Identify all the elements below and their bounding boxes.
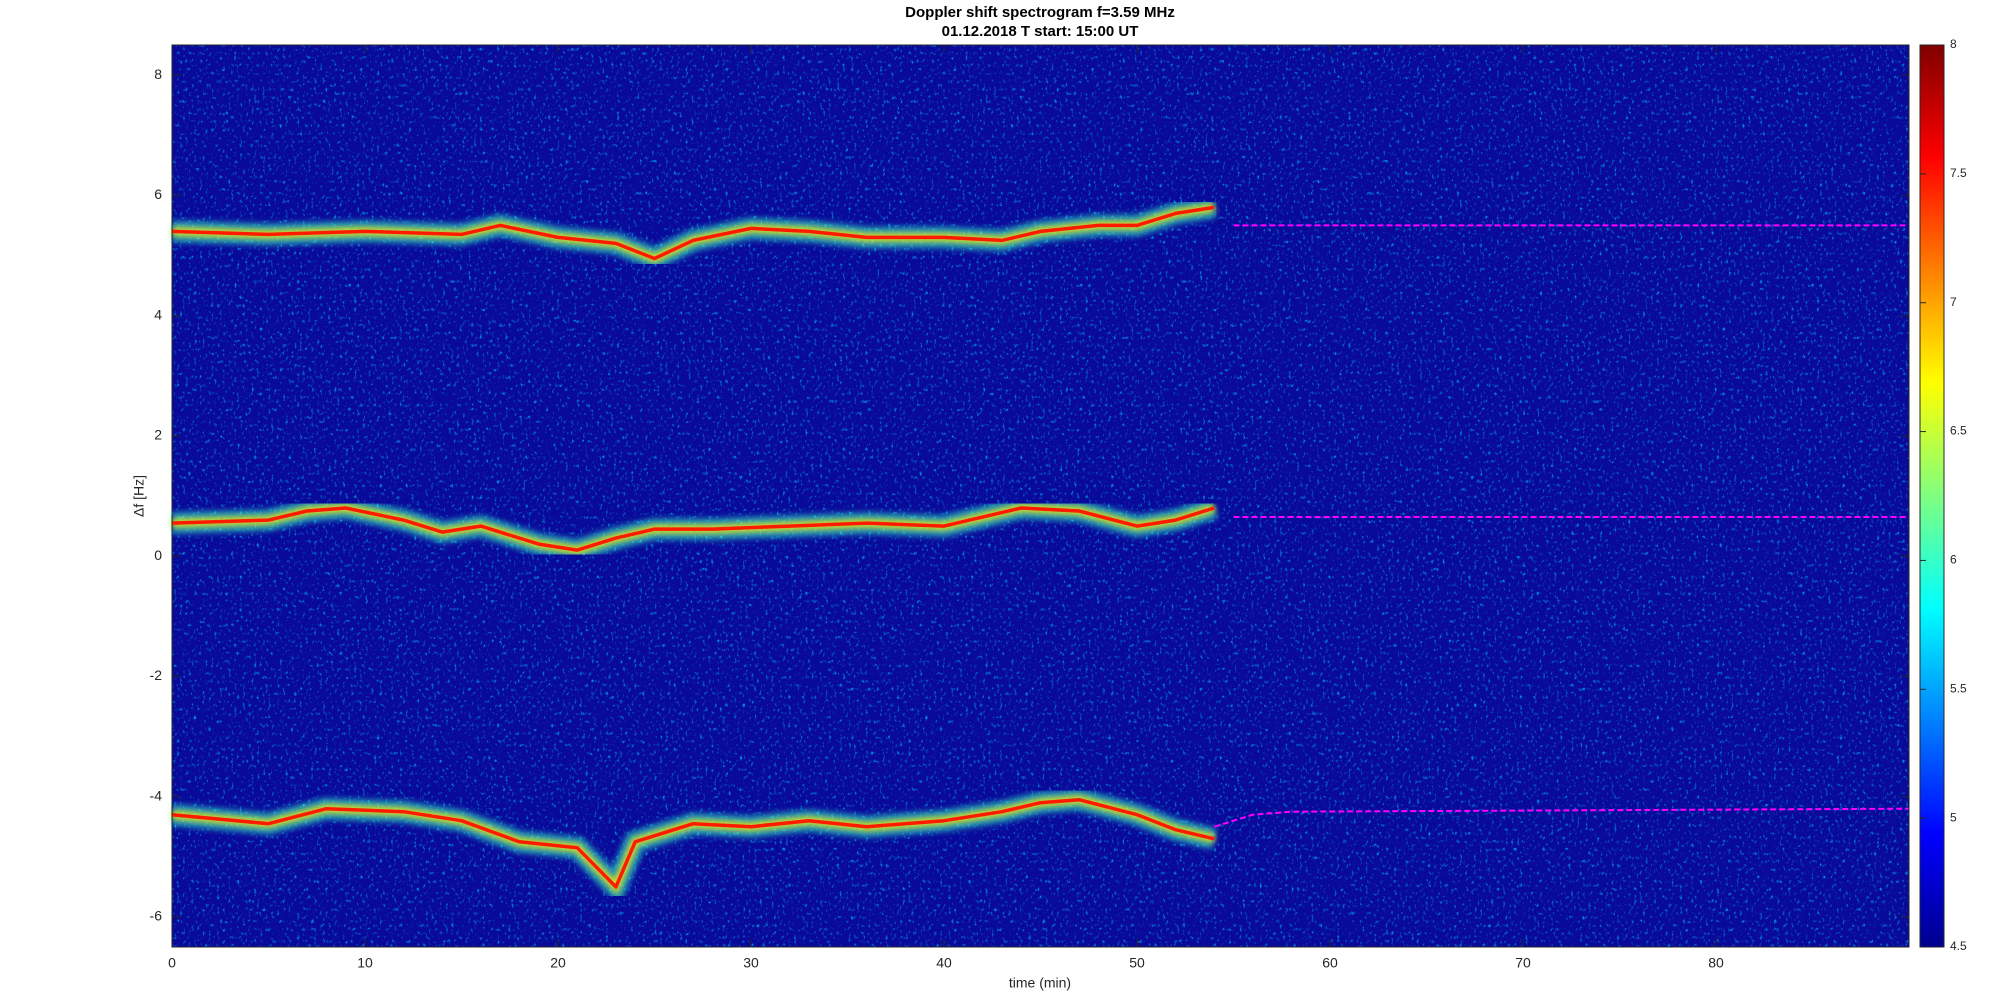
- colorbar-tick-label: 5.5: [1950, 681, 1967, 695]
- colorbar-tick-label: 6.5: [1950, 424, 1967, 438]
- x-tick-label: 0: [168, 955, 176, 971]
- x-tick-label: 70: [1515, 955, 1531, 971]
- fit-line: [1213, 807, 1910, 828]
- chart-title: Doppler shift spectrogram f=3.59 MHz: [905, 4, 1175, 21]
- doppler-trace: [171, 205, 1215, 261]
- y-tick-label: 0: [154, 547, 162, 563]
- y-tick-label: -6: [150, 908, 163, 924]
- colorbar-tick-label: 4.5: [1950, 939, 1967, 953]
- x-tick-label: 10: [357, 955, 373, 971]
- colorbar: [1919, 44, 1945, 948]
- x-tick-label: 30: [743, 955, 759, 971]
- chart-subtitle: 01.12.2018 T start: 15:00 UT: [942, 23, 1139, 40]
- colorbar-tick-label: 7: [1950, 295, 1957, 309]
- y-tick-label: 4: [154, 306, 162, 322]
- y-tick-label: -4: [150, 787, 163, 803]
- colorbar-tick-label: 8: [1950, 37, 1957, 51]
- x-tick-label: 50: [1129, 955, 1145, 971]
- x-tick-label: 20: [550, 955, 566, 971]
- y-tick-label: 2: [154, 427, 162, 443]
- y-tick-label: 6: [154, 186, 162, 202]
- y-axis-label: Δf [Hz]: [131, 475, 147, 517]
- y-tick-label: 8: [154, 66, 162, 82]
- doppler-trace: [171, 506, 1215, 552]
- colorbar-tick-label: 7.5: [1950, 166, 1967, 180]
- x-tick-label: 40: [936, 955, 952, 971]
- x-axis-label: time (min): [1009, 975, 1071, 991]
- x-tick-label: 60: [1322, 955, 1338, 971]
- colorbar-tick-label: 5: [1950, 810, 1957, 824]
- plot-frame: [171, 44, 1910, 948]
- x-tick-label: 80: [1708, 955, 1724, 971]
- colorbar-tick-label: 6: [1950, 553, 1957, 567]
- doppler-trace: [171, 797, 1215, 889]
- y-tick-label: -2: [150, 667, 163, 683]
